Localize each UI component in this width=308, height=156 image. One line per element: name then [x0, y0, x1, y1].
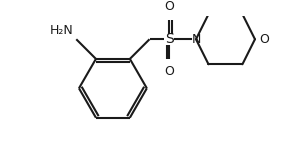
Text: O: O	[259, 33, 269, 46]
Text: H₂N: H₂N	[50, 24, 74, 37]
Text: O: O	[164, 0, 174, 13]
Text: O: O	[164, 65, 174, 78]
Text: N: N	[191, 33, 201, 46]
Text: S: S	[165, 32, 174, 46]
